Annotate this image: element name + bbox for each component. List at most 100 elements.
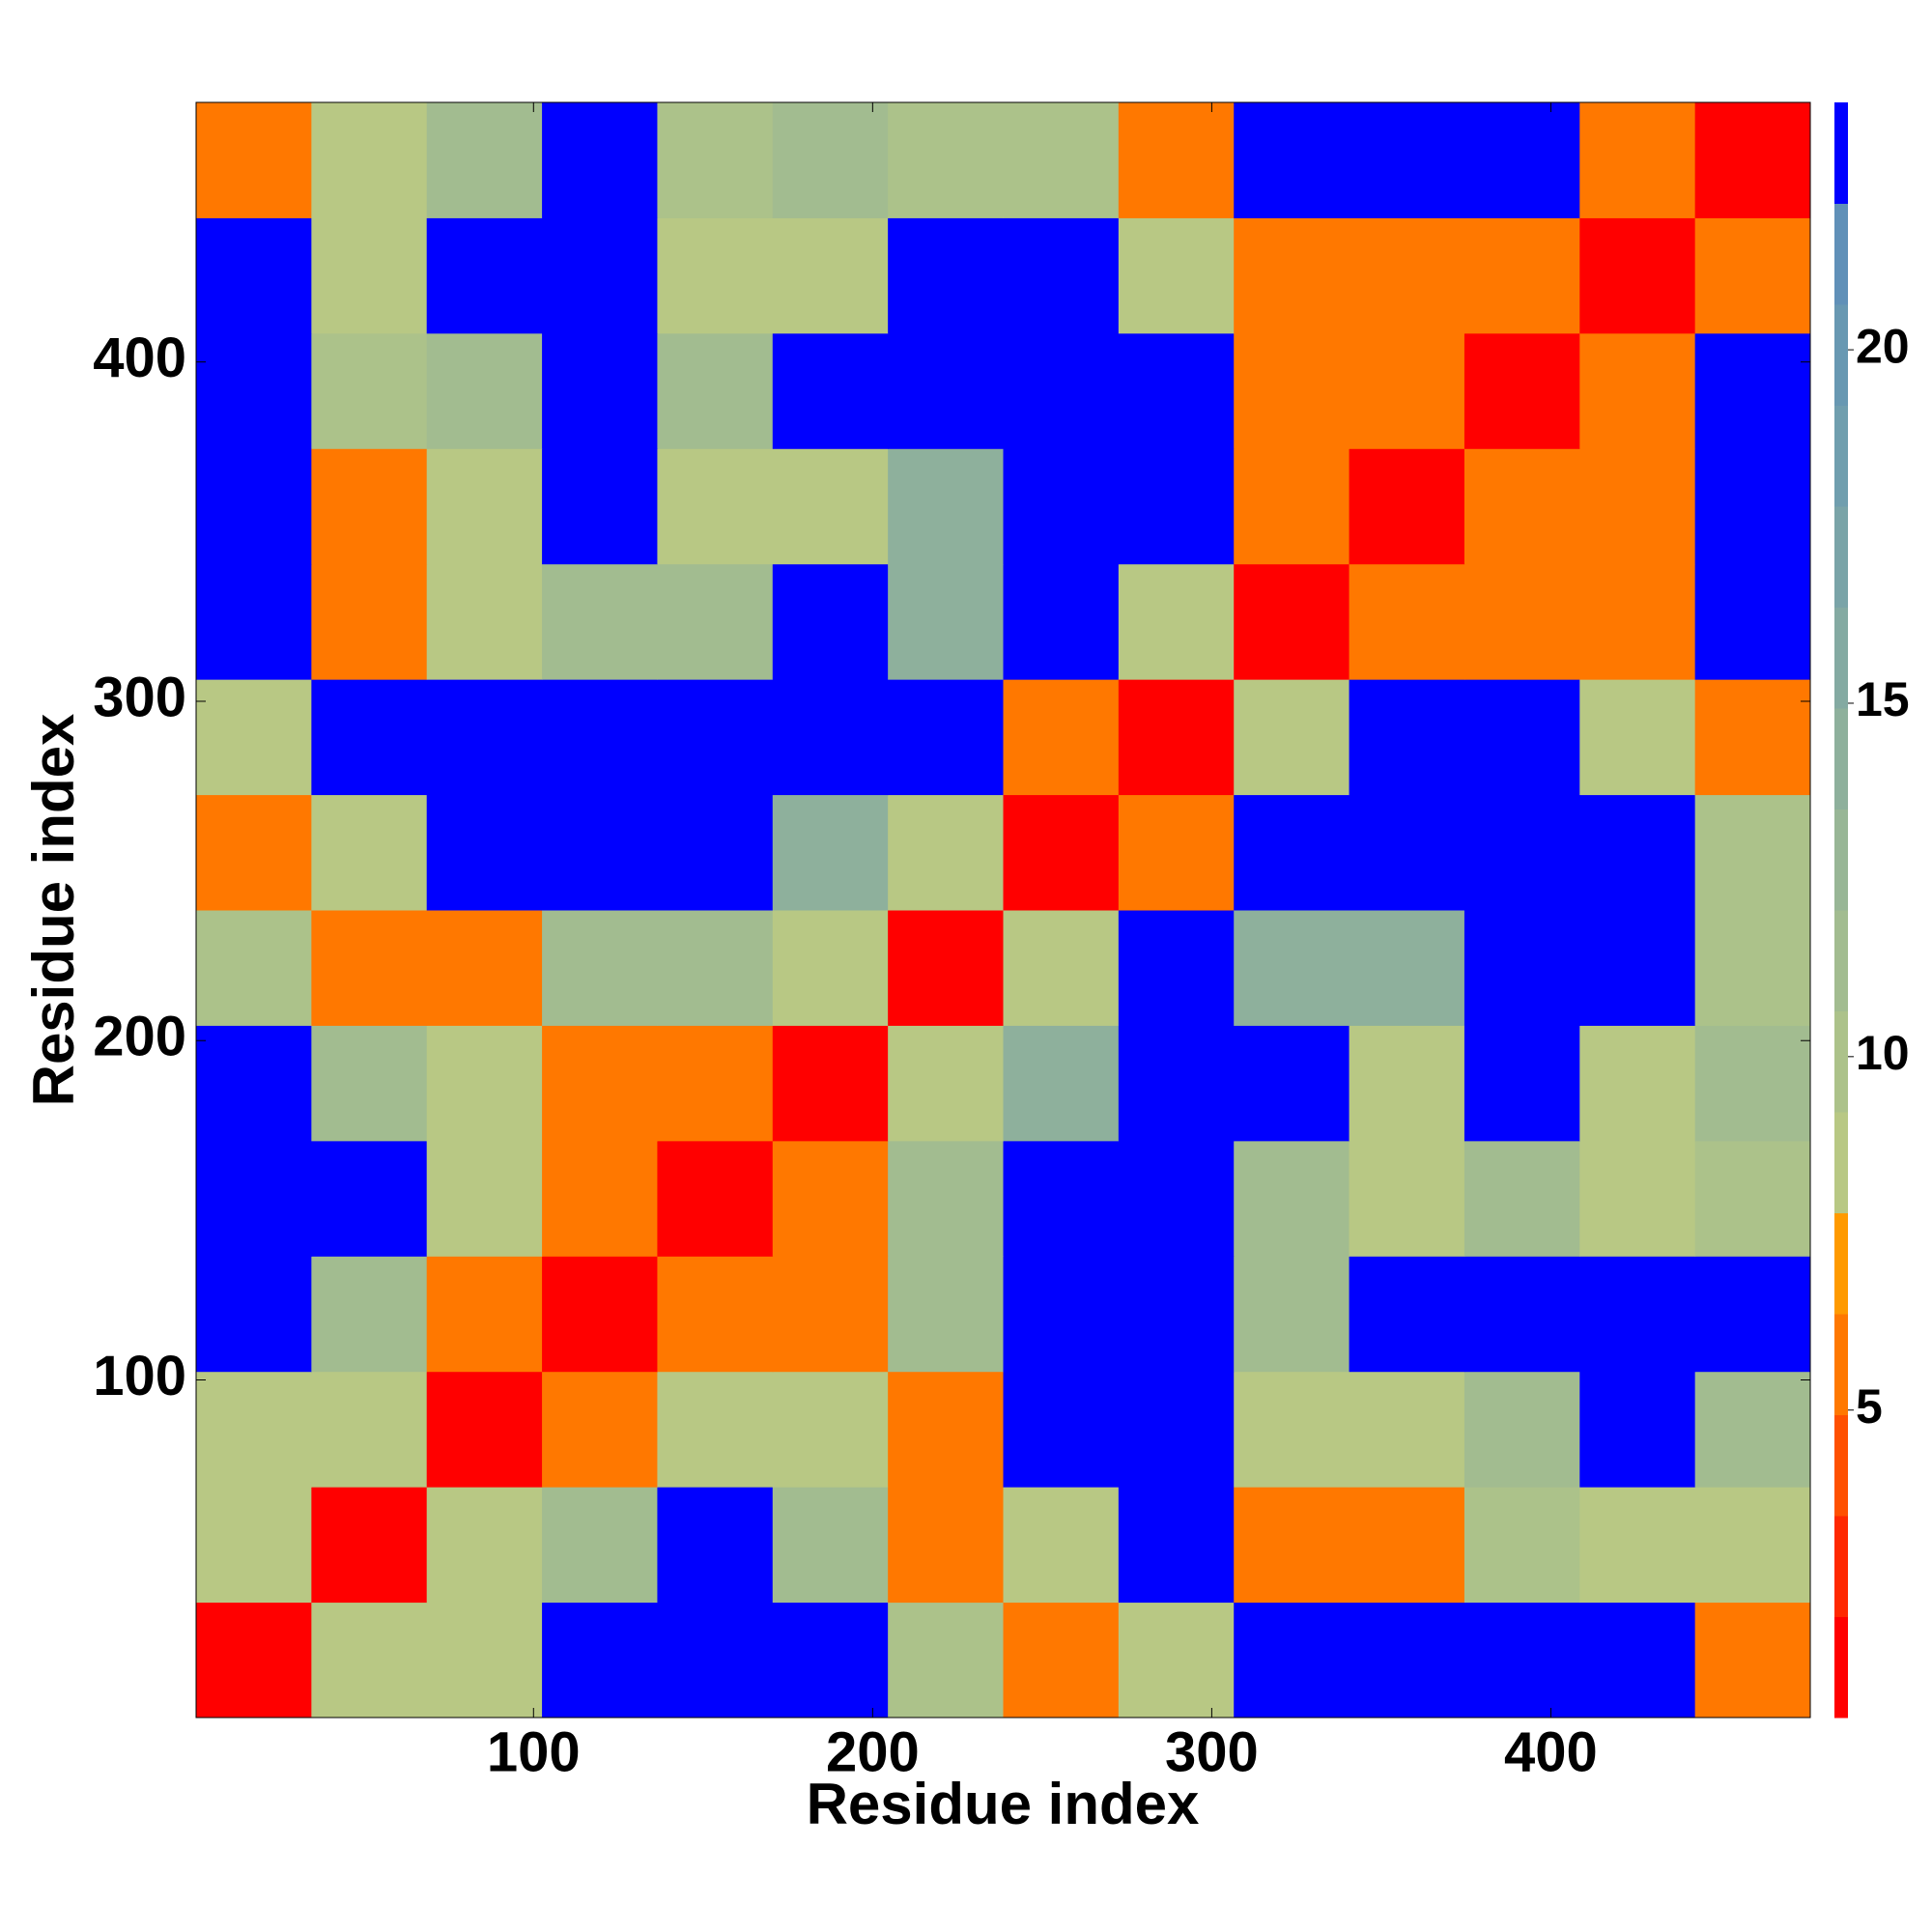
heatmap-cell [772, 448, 889, 565]
heatmap-cell [1694, 1140, 1811, 1257]
heatmap-cell [888, 563, 1004, 680]
heatmap-cell [542, 910, 658, 1026]
heatmap-cell [772, 1140, 889, 1257]
heatmap-cell [542, 1025, 658, 1142]
heatmap-cell [1118, 1256, 1235, 1373]
heatmap-cell [1463, 563, 1580, 680]
heatmap-cell [311, 332, 428, 449]
heatmap-cell [1579, 679, 1696, 796]
heatmap-cell [1463, 1140, 1580, 1257]
heatmap-cell [1003, 1256, 1120, 1373]
heatmap-cell [1349, 1256, 1465, 1373]
heatmap-cell [657, 448, 774, 565]
y-tick-label: 400 [93, 327, 186, 389]
colorbar-segment [1834, 304, 1848, 406]
heatmap-cell [1003, 563, 1120, 680]
heatmap-cell [657, 563, 774, 680]
heatmap-cell [1003, 1371, 1120, 1488]
heatmap-cell [1234, 563, 1350, 680]
heatmap-cell [1463, 794, 1580, 911]
colorbar-tick-label: 15 [1856, 672, 1910, 726]
heatmap-cell [1234, 1256, 1350, 1373]
heatmap-cell [426, 910, 543, 1026]
heatmap-cell [1003, 794, 1120, 911]
heatmap-cell [888, 1025, 1004, 1142]
heatmap-cell [1579, 217, 1696, 334]
heatmap-cell [426, 1487, 543, 1604]
heatmap-cell [1118, 1371, 1235, 1488]
heatmap-cell [1118, 1025, 1235, 1142]
heatmap-cell [311, 1256, 428, 1373]
plot-frame [195, 101, 1811, 1719]
x-tick-label: 100 [487, 1720, 581, 1783]
heatmap-cell [542, 1256, 658, 1373]
heatmap-cell [196, 794, 312, 911]
heatmap-cell [196, 332, 312, 449]
heatmap-cell [311, 448, 428, 565]
y-tick-label: 300 [93, 666, 186, 728]
heatmap-cell [1234, 102, 1350, 218]
heatmap-cell [888, 217, 1004, 334]
heatmap-cell [1694, 1256, 1811, 1373]
heatmap-cell [1579, 448, 1696, 565]
heatmap-cell [311, 794, 428, 911]
heatmap-cell [1694, 217, 1811, 334]
heatmap-cell [1118, 1602, 1235, 1719]
heatmap-cell [888, 1140, 1004, 1257]
colorbar-tick-label: 10 [1856, 1026, 1910, 1080]
heatmap-cell [1234, 1371, 1350, 1488]
heatmap-cell [1579, 910, 1696, 1026]
heatmap-cell [772, 1371, 889, 1488]
heatmap-cell [1349, 332, 1465, 449]
heatmap-cell [1349, 910, 1465, 1026]
heatmap-cell [888, 679, 1004, 796]
heatmap-cell [542, 1487, 658, 1604]
heatmap-cell [196, 1371, 312, 1488]
heatmap-cell [1003, 910, 1120, 1026]
colorbar-segment [1834, 1010, 1848, 1113]
heatmap-cell [1003, 679, 1120, 796]
heatmap-cell [1463, 332, 1580, 449]
heatmap-cell [1463, 679, 1580, 796]
heatmap-cell [1694, 910, 1811, 1026]
heatmap-cell [311, 1025, 428, 1142]
y-tick-label: 100 [93, 1345, 186, 1407]
heatmap-cell [196, 1602, 312, 1719]
colorbar-segment [1834, 405, 1848, 507]
heatmap-cell [1349, 1140, 1465, 1257]
heatmap-cell [196, 217, 312, 334]
heatmap-cell [1234, 794, 1350, 911]
heatmap-cell [1003, 102, 1120, 218]
heatmap-cell [1579, 1487, 1696, 1604]
colorbar-segment [1834, 506, 1848, 608]
heatmap-cell [542, 332, 658, 449]
heatmap-cell [772, 563, 889, 680]
heatmap-cell [1463, 1371, 1580, 1488]
heatmap-cell [196, 910, 312, 1026]
heatmap-cell [1579, 1371, 1696, 1488]
heatmap-cell [1349, 1371, 1465, 1488]
heatmap-cell [1349, 217, 1465, 334]
heatmap-cell [1579, 1140, 1696, 1257]
heatmap-cell [1234, 448, 1350, 565]
heatmap-cell [1694, 794, 1811, 911]
heatmap-cell [426, 1371, 543, 1488]
heatmap-cell [1118, 794, 1235, 911]
heatmap-cell [1579, 1602, 1696, 1719]
heatmap-cell [1579, 332, 1696, 449]
heatmap-cell [426, 1140, 543, 1257]
heatmap-cell [1234, 217, 1350, 334]
heatmap-cell [1463, 1602, 1580, 1719]
heatmap-cell [888, 1256, 1004, 1373]
heatmap-cell [196, 1487, 312, 1604]
colorbar-segment [1834, 102, 1848, 204]
heatmap-cell [772, 1025, 889, 1142]
heatmap-cell [542, 563, 658, 680]
y-tick-label: 200 [93, 1006, 186, 1068]
heatmap-cell [1579, 563, 1696, 680]
heatmap-cell [1463, 1256, 1580, 1373]
heatmap-cell [1463, 1487, 1580, 1604]
heatmap-cell [426, 1602, 543, 1719]
heatmap-cell [311, 910, 428, 1026]
